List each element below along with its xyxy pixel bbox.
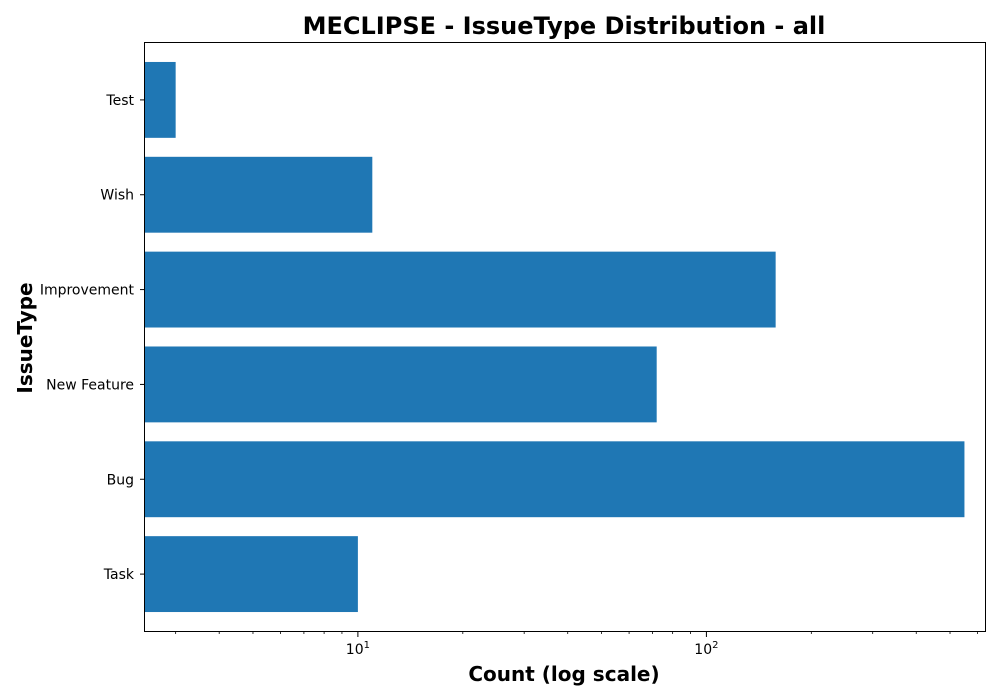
chart-title: MECLIPSE - IssueType Distribution - all (303, 12, 826, 40)
y-tick-label: Bug (107, 472, 134, 488)
plot-frame (144, 42, 986, 632)
x-ticks-group: 101 102 (175, 631, 979, 658)
y-tick-label: Test (105, 93, 134, 109)
x-axis-label: Count (log scale) (468, 662, 659, 686)
bar-wish (145, 156, 373, 233)
bar-improvement (145, 251, 776, 328)
y-tick-label: Task (103, 567, 135, 583)
bar-new-feature (145, 346, 657, 423)
y-tick-label: Wish (100, 188, 134, 204)
bars-group (145, 61, 965, 613)
y-axis-label: IssueType (13, 282, 37, 393)
bar-test (145, 61, 176, 138)
y-ticks-group: Task Bug New Feature Improvement Wish Test (40, 93, 145, 583)
x-tick-label: 102 (694, 640, 718, 658)
bar-bug (145, 441, 965, 518)
x-tick-label: 101 (346, 640, 370, 658)
y-tick-label: Improvement (40, 283, 135, 299)
bar-task (145, 536, 358, 613)
y-tick-label: New Feature (46, 377, 134, 393)
